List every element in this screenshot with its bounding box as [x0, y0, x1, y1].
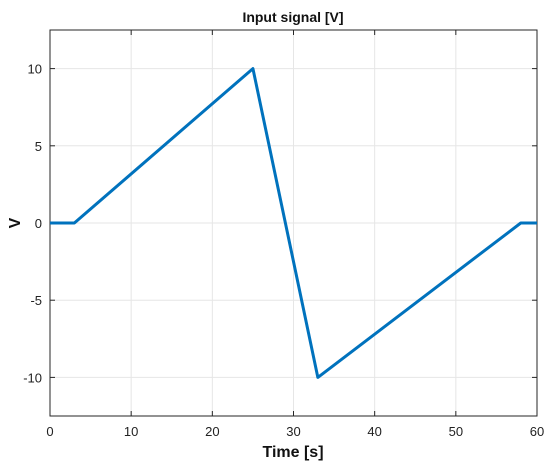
x-tick-labels: 0 10 20 30 40 50 60: [46, 424, 544, 439]
x-tick-label: 20: [205, 424, 219, 439]
y-tick-label: 5: [35, 139, 42, 154]
y-axis-label: V: [7, 217, 24, 228]
x-axis-label: Time [s]: [262, 444, 323, 461]
series: [50, 67, 537, 379]
y-tick-labels: -10 -5 0 5 10: [23, 62, 42, 386]
x-tick-label: 40: [367, 424, 381, 439]
x-tick-label: 60: [530, 424, 544, 439]
y-tick-label: -10: [23, 370, 42, 385]
grid: [50, 30, 537, 416]
x-tick-label: 50: [449, 424, 463, 439]
y-tick-label: 10: [28, 62, 42, 77]
series-line: [50, 67, 537, 379]
x-tick-label: 10: [124, 424, 138, 439]
y-tick-label: -5: [30, 293, 42, 308]
x-tick-label: 0: [46, 424, 53, 439]
x-tick-label: 30: [286, 424, 300, 439]
chart-title: Input signal [V]: [242, 9, 343, 25]
y-tick-label: 0: [35, 216, 42, 231]
